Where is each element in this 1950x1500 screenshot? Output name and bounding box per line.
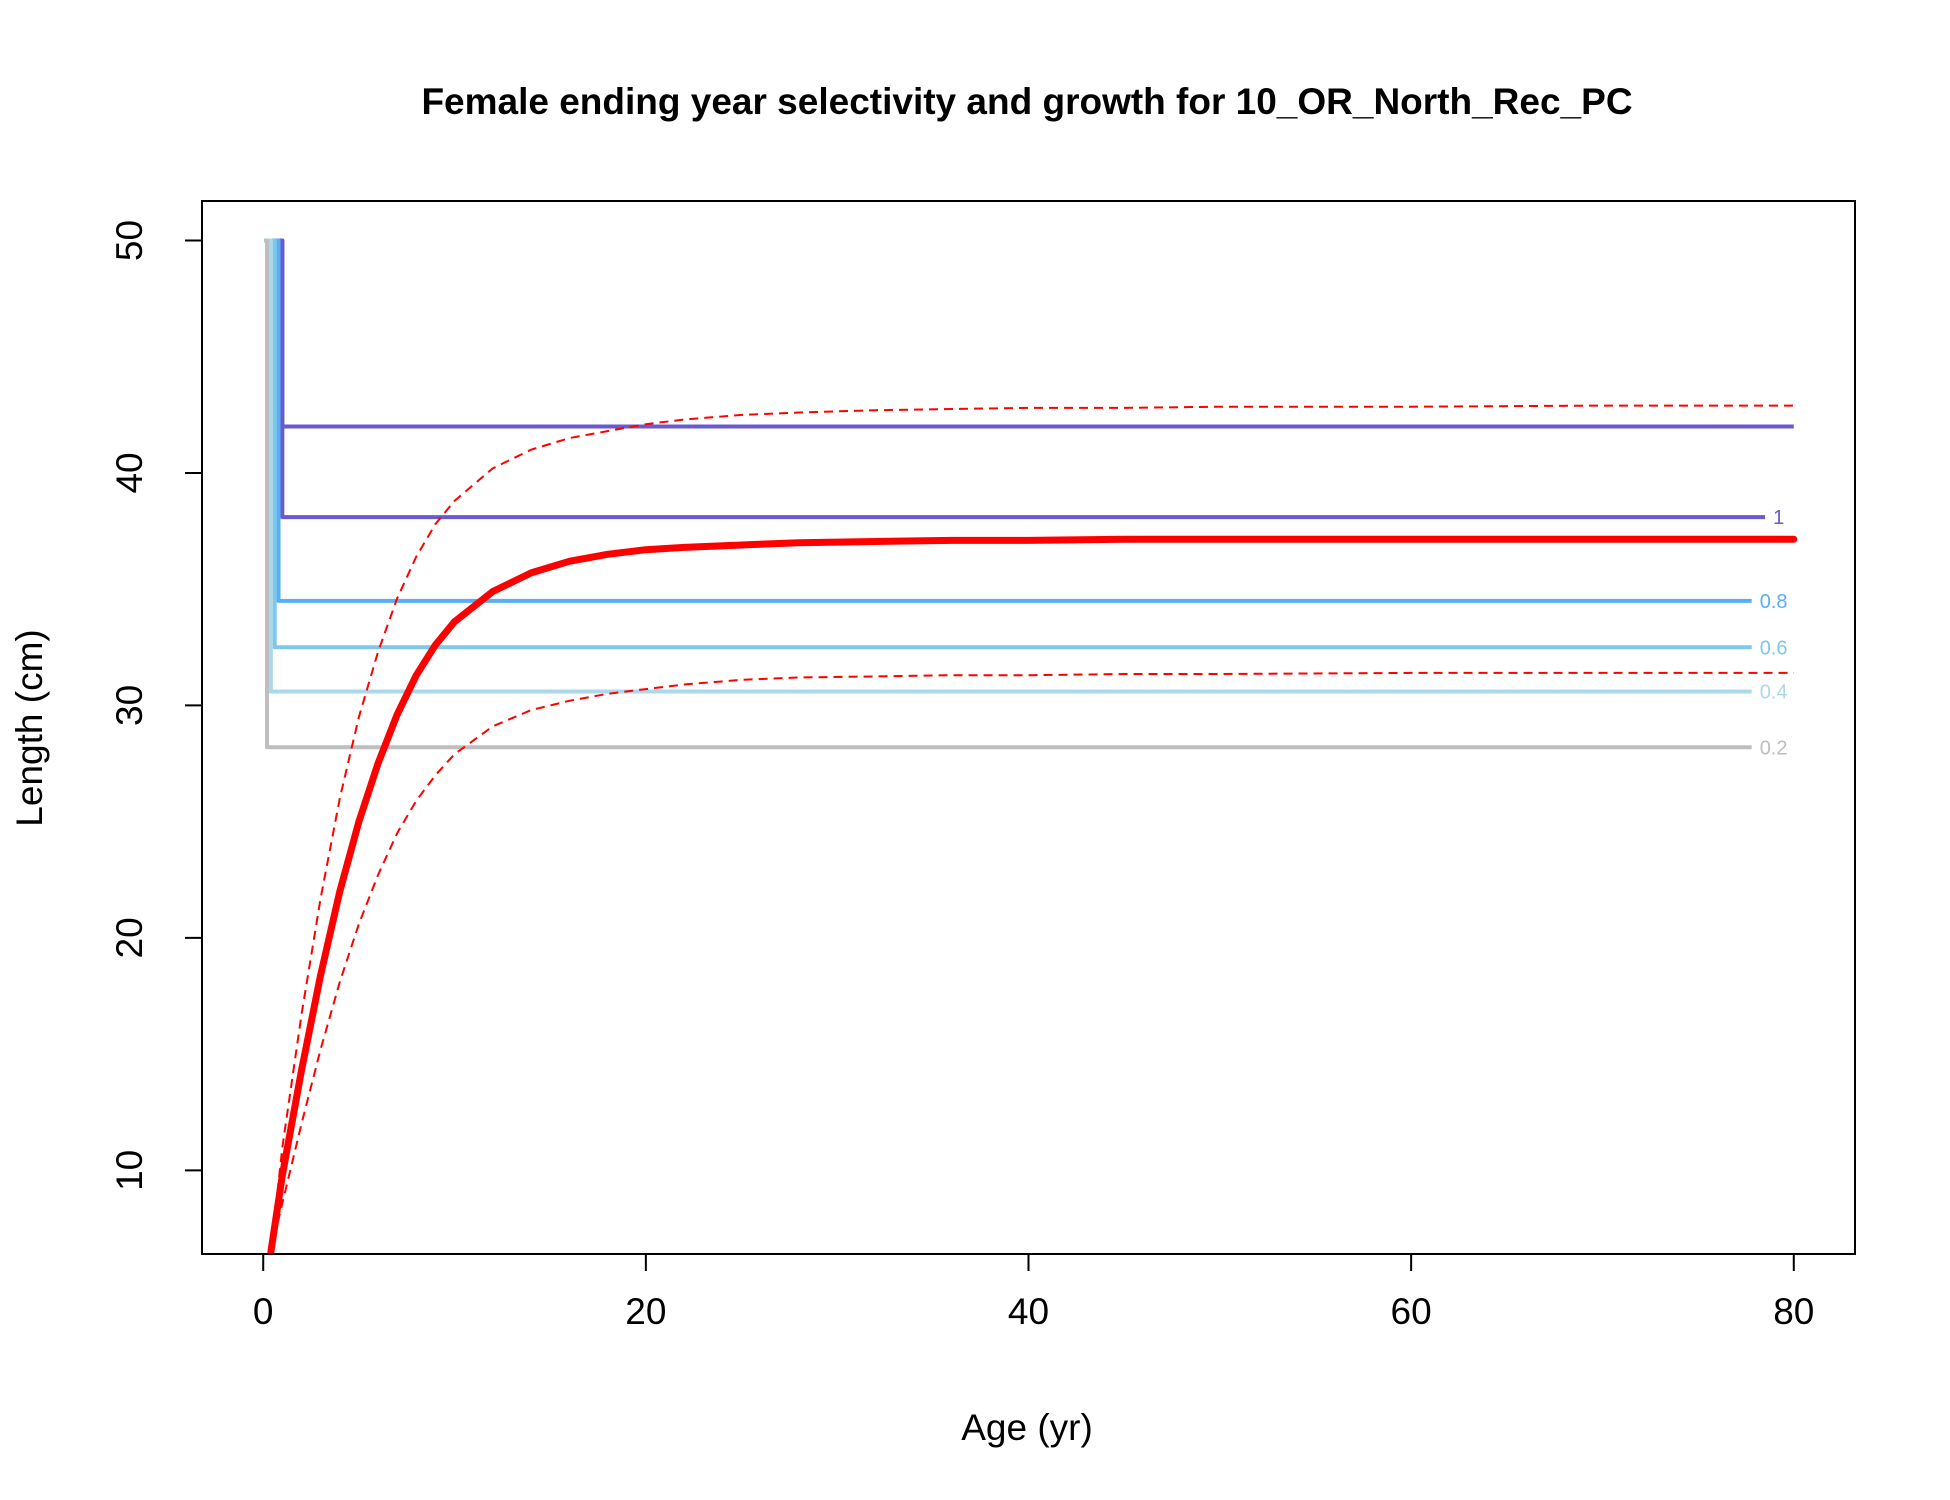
contour-label-6: 0.2 bbox=[1760, 737, 1788, 759]
growth-curves bbox=[267, 404, 1798, 1256]
y-tick-label-50: 50 bbox=[109, 220, 150, 261]
growth-lower-line bbox=[269, 671, 1794, 1252]
plot-area-frame bbox=[201, 200, 1856, 1255]
growth-mean-line bbox=[267, 535, 1798, 1256]
x-axis: 0 20 40 60 80 bbox=[253, 1253, 1814, 1332]
x-tick-label-40: 40 bbox=[1008, 1291, 1049, 1332]
x-axis-label: Age (yr) bbox=[961, 1407, 1093, 1448]
contour-label-5: 0.4 bbox=[1760, 681, 1788, 703]
selectivity-contours: 1 0.8 0.6 0.4 0.2 bbox=[263, 238, 1794, 759]
contour-label-3: 0.8 bbox=[1760, 591, 1788, 613]
contour-line-5 bbox=[264, 238, 1752, 694]
x-tick-label-80: 80 bbox=[1773, 1291, 1814, 1332]
y-axis: 10 20 30 40 50 bbox=[109, 220, 203, 1191]
contour-line-4 bbox=[264, 238, 1752, 650]
x-tick-label-60: 60 bbox=[1391, 1291, 1432, 1332]
contour-label-2: 1 bbox=[1773, 507, 1784, 529]
contour-line-3 bbox=[264, 238, 1752, 603]
y-tick-label-10: 10 bbox=[109, 1150, 150, 1191]
y-tick-label-30: 30 bbox=[109, 685, 150, 726]
y-axis-label: Length (cm) bbox=[9, 629, 50, 826]
contour-line-1 bbox=[264, 238, 1794, 429]
contour-line-2 bbox=[264, 238, 1766, 520]
x-tick-label-0: 0 bbox=[253, 1291, 274, 1332]
chart-title: Female ending year selectivity and growt… bbox=[421, 81, 1632, 122]
growth-upper-line bbox=[269, 404, 1794, 1252]
x-tick-label-20: 20 bbox=[625, 1291, 666, 1332]
y-tick-label-40: 40 bbox=[109, 452, 150, 493]
contour-label-4: 0.6 bbox=[1760, 637, 1788, 659]
contour-line-6 bbox=[263, 238, 1752, 750]
y-tick-label-20: 20 bbox=[109, 917, 150, 958]
